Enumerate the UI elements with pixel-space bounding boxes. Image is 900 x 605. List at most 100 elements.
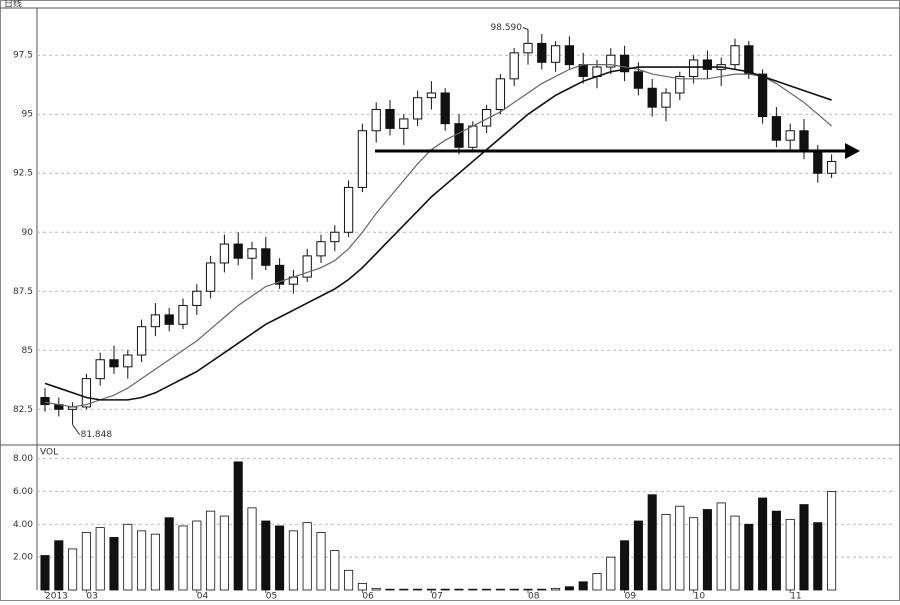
candle-body	[205, 262, 216, 292]
volume-bar	[633, 520, 643, 591]
moving-average	[44, 66, 832, 401]
volume-bar	[578, 581, 588, 591]
volume-bar	[288, 530, 298, 591]
candle-body	[412, 97, 423, 120]
candle-body	[730, 45, 740, 66]
volume-tick-label: 2.00	[13, 553, 33, 563]
candle-body	[247, 248, 257, 259]
x-tick-label: 03	[86, 592, 97, 602]
arrow-head	[845, 143, 860, 159]
candle-body	[606, 54, 616, 68]
volume-bar	[799, 504, 809, 591]
candle-body	[688, 59, 699, 77]
x-tick-label: 11	[790, 592, 801, 602]
x-tick-label: 05	[266, 592, 277, 602]
candle-body	[371, 109, 381, 132]
volume-bar	[399, 588, 409, 591]
candle-body	[495, 78, 506, 111]
candle-body	[468, 125, 478, 148]
volume-bar	[233, 461, 243, 591]
volume-tick-label: 8.00	[13, 454, 33, 464]
volume-bar	[109, 537, 119, 591]
candle-body	[785, 130, 795, 141]
volume-bar	[482, 588, 492, 591]
candle-body	[633, 71, 644, 89]
volume-bar	[537, 588, 547, 591]
volume-bar	[523, 588, 533, 591]
volume-bar	[192, 520, 202, 591]
candle-body	[799, 130, 809, 153]
candle-body	[509, 52, 519, 80]
candle-body	[343, 186, 354, 233]
high-pointer	[522, 27, 529, 30]
volume-bar	[219, 515, 229, 591]
candle-body	[150, 314, 161, 328]
candle-body	[136, 326, 147, 356]
volume-bar	[261, 520, 271, 591]
moving-average	[44, 64, 832, 408]
volume-bar	[275, 525, 285, 591]
high-label: 98.590	[491, 23, 523, 33]
candle-body	[233, 243, 243, 259]
volume-bar	[813, 522, 823, 591]
candle-body	[123, 354, 133, 368]
candle-body	[675, 75, 685, 94]
candle-body	[109, 359, 119, 368]
candle-body	[564, 45, 575, 66]
low-label: 81.848	[81, 430, 113, 440]
candle-body	[316, 241, 326, 257]
candle-body	[757, 73, 768, 118]
volume-tick-label: 6.00	[13, 487, 33, 497]
volume-bar	[647, 494, 657, 591]
volume-bar	[592, 573, 602, 591]
x-tick-label: 04	[197, 592, 209, 602]
candle-body	[619, 54, 630, 73]
volume-bar	[344, 569, 354, 591]
x-tick-label: 2013	[45, 592, 68, 602]
x-tick-label: 06	[362, 592, 374, 602]
volume-bar	[440, 588, 450, 591]
y-tick-label: 92.5	[13, 169, 33, 179]
low-pointer	[72, 424, 81, 435]
candle-body	[302, 255, 312, 278]
candle-body	[426, 92, 437, 99]
volume-bar	[206, 510, 216, 591]
candle-body	[661, 92, 671, 108]
volume-bar	[178, 525, 188, 591]
plot: 82.5 85 87.5 90 92.5 95 97.5 2.00 4.00 6.00 8.00 20…	[13, 23, 895, 602]
candle-body	[826, 160, 837, 174]
candle-body	[95, 359, 105, 380]
x-tick-label: 07	[431, 592, 442, 602]
candle-body	[357, 130, 368, 188]
chart-title: 日线	[4, 0, 22, 10]
volume-bar	[468, 588, 478, 591]
candle-body	[578, 64, 588, 77]
y-tick-label: 90	[22, 228, 34, 238]
volume-bar	[495, 588, 505, 591]
volume-bar	[357, 583, 367, 591]
candle-body	[399, 118, 409, 129]
volume-bar	[40, 555, 50, 591]
candle-body	[813, 151, 823, 174]
y-tick-label: 85	[22, 346, 33, 356]
volume-bar	[702, 509, 712, 591]
volume-bar	[758, 497, 768, 591]
volume-bar	[827, 491, 837, 591]
volume-bar	[81, 532, 91, 591]
volume-bar	[54, 540, 64, 591]
candle-body	[550, 45, 561, 63]
volume-bar	[330, 550, 340, 591]
y-tick-label: 97.5	[13, 51, 33, 61]
volume-bar	[716, 502, 726, 591]
candle-body	[481, 109, 492, 127]
volume-bar	[137, 530, 147, 591]
candle-body	[454, 123, 464, 148]
candle-body	[192, 290, 202, 306]
candle-body	[385, 109, 395, 129]
volume-bar	[771, 510, 781, 591]
x-tick-label: 08	[528, 592, 540, 602]
volume-bar	[385, 588, 395, 591]
candle-body	[219, 243, 230, 264]
volume-bar	[150, 533, 160, 591]
